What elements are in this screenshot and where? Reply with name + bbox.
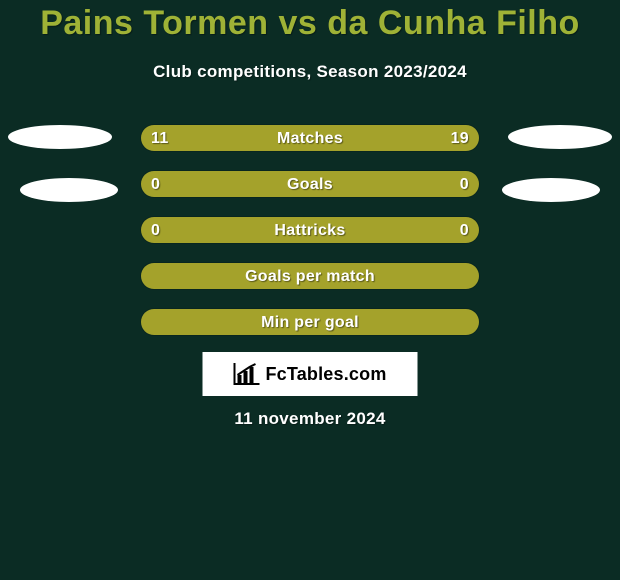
stat-label: Hattricks — [141, 217, 479, 244]
stat-label: Goals per match — [141, 263, 479, 290]
stat-row-goals: 0 Goals 0 — [140, 170, 480, 198]
player-avatar-right-1 — [508, 125, 612, 149]
stat-value-right — [459, 263, 479, 290]
bar-chart-icon — [233, 363, 259, 385]
player-avatar-left-2 — [20, 178, 118, 202]
player-avatar-right-2 — [502, 178, 600, 202]
stat-value-right: 19 — [441, 125, 479, 152]
branding-text: FcTables.com — [265, 364, 386, 385]
subtitle: Club competitions, Season 2023/2024 — [0, 62, 620, 82]
player-avatar-left-1 — [8, 125, 112, 149]
stat-value-right: 0 — [450, 171, 479, 198]
stat-rows: 11 Matches 19 0 Goals 0 0 Hattricks 0 Go… — [140, 124, 480, 354]
stat-label: Goals — [141, 171, 479, 198]
comparison-infographic: Pains Tormen vs da Cunha Filho Club comp… — [0, 0, 620, 580]
page-title: Pains Tormen vs da Cunha Filho — [0, 4, 620, 43]
branding-badge: FcTables.com — [203, 352, 418, 396]
stat-value-right: 0 — [450, 217, 479, 244]
stat-row-matches: 11 Matches 19 — [140, 124, 480, 152]
date-text: 11 november 2024 — [0, 409, 620, 429]
stat-row-hattricks: 0 Hattricks 0 — [140, 216, 480, 244]
stat-row-min-per-goal: Min per goal — [140, 308, 480, 336]
stat-value-right — [459, 309, 479, 336]
stat-row-goals-per-match: Goals per match — [140, 262, 480, 290]
stat-label: Matches — [141, 125, 479, 152]
stat-label: Min per goal — [141, 309, 479, 336]
